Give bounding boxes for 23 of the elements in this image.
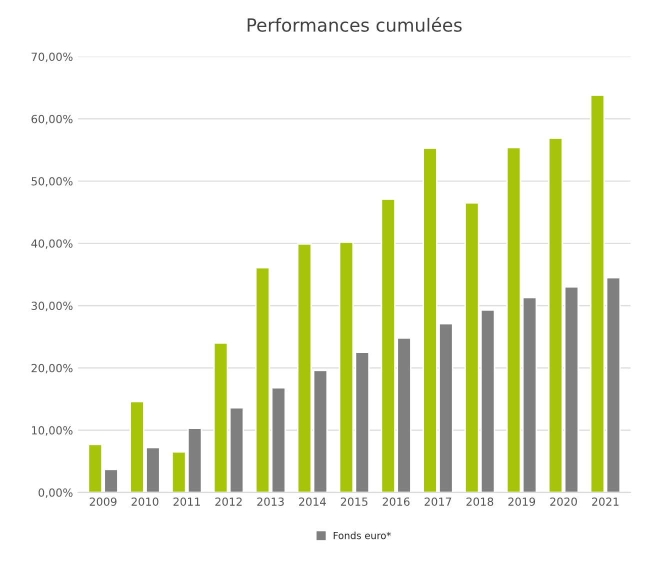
x-tick-label: 2019 <box>508 497 536 506</box>
x-tick-label: 2011 <box>174 497 200 506</box>
legend-label: Fonds euro* <box>334 532 391 540</box>
y-tick-label: 0,00% <box>38 488 73 498</box>
y-tick-label: 60,00% <box>32 114 73 124</box>
x-tick-label: 2016 <box>382 497 410 506</box>
x-tick-label: 2010 <box>132 497 158 506</box>
y-tick-label: 40,00% <box>31 239 73 249</box>
x-tick-label: 2012 <box>215 497 242 506</box>
x-tick-label: 2020 <box>550 497 577 506</box>
y-tick-label: 70,00% <box>32 52 73 62</box>
x-tick-label: 2013 <box>257 497 284 506</box>
x-tick-label: 2021 <box>592 497 618 506</box>
y-tick-label: 30,00% <box>32 302 73 312</box>
x-tick-label: 2014 <box>299 497 326 506</box>
y-tick-label: 50,00% <box>32 177 73 187</box>
x-tick-label: 2018 <box>466 497 494 506</box>
x-tick-label: 2017 <box>424 497 452 506</box>
y-tick-label: 20,00% <box>32 364 73 374</box>
y-tick-label: 10,00% <box>32 426 73 436</box>
x-tick-label: 2009 <box>90 497 116 506</box>
chart-title: Performances cumulées <box>248 17 462 32</box>
x-tick-label: 2015 <box>340 497 368 506</box>
